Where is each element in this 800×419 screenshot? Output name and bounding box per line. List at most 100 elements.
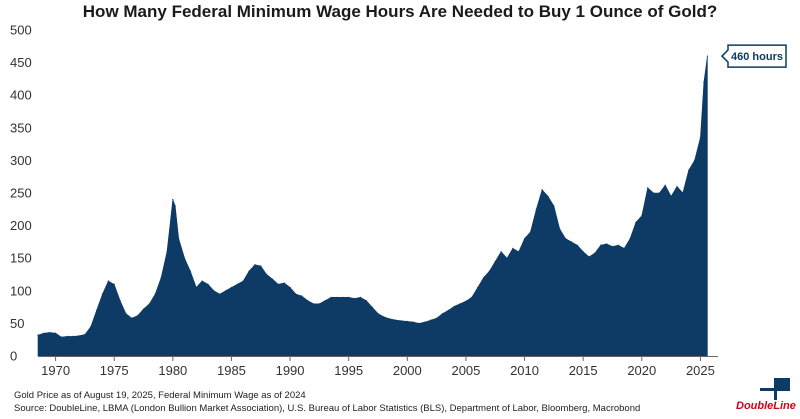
data-point bbox=[588, 256, 590, 258]
data-point bbox=[330, 296, 332, 298]
data-point bbox=[236, 283, 238, 285]
data-point bbox=[101, 293, 104, 295]
y-axis: 0 50 100 150 200 250 300 350 400 450 500 bbox=[10, 23, 32, 364]
data-point bbox=[66, 335, 68, 337]
x-tick-label: 1990 bbox=[276, 363, 305, 378]
data-point bbox=[524, 238, 526, 240]
data-point bbox=[703, 81, 705, 83]
data-point bbox=[670, 195, 672, 197]
data-point bbox=[529, 231, 532, 233]
data-point bbox=[600, 244, 602, 246]
data-point bbox=[371, 306, 373, 308]
data-point bbox=[547, 195, 549, 197]
data-point bbox=[418, 322, 420, 324]
footnote-source: Source: DoubleLine, LBMA (London Bullion… bbox=[14, 403, 641, 414]
data-point bbox=[553, 205, 555, 207]
data-point bbox=[283, 282, 285, 284]
y-tick-label: 450 bbox=[10, 55, 32, 70]
data-point bbox=[365, 300, 367, 302]
x-tick-label: 1970 bbox=[41, 363, 70, 378]
data-point bbox=[207, 283, 209, 285]
data-point bbox=[559, 228, 561, 230]
data-point bbox=[266, 273, 268, 276]
data-point bbox=[436, 317, 438, 319]
data-point bbox=[348, 296, 350, 298]
y-tick-label: 300 bbox=[10, 153, 32, 168]
data-point bbox=[131, 317, 133, 319]
data-point bbox=[459, 303, 461, 305]
data-point bbox=[582, 251, 584, 253]
plot-area bbox=[37, 55, 709, 357]
data-point bbox=[201, 280, 203, 282]
data-point bbox=[90, 326, 92, 328]
data-point bbox=[312, 303, 315, 305]
data-point bbox=[307, 300, 309, 302]
annotation-callout-box bbox=[720, 44, 787, 68]
data-point bbox=[606, 243, 608, 245]
data-point bbox=[301, 295, 303, 297]
data-point bbox=[318, 303, 320, 305]
data-point bbox=[652, 192, 655, 194]
chart-title: How Many Federal Minimum Wage Hours Are … bbox=[82, 2, 718, 21]
data-point bbox=[137, 315, 139, 317]
y-tick-label: 250 bbox=[10, 186, 32, 201]
data-point bbox=[289, 286, 291, 289]
data-point bbox=[49, 331, 51, 334]
x-tick-label: 2000 bbox=[393, 363, 422, 378]
x-tick-label: 1995 bbox=[334, 363, 363, 378]
data-point bbox=[647, 187, 649, 189]
data-point bbox=[172, 198, 174, 201]
data-point bbox=[565, 238, 567, 240]
data-point bbox=[400, 320, 402, 322]
data-point bbox=[142, 308, 145, 310]
data-point bbox=[148, 303, 150, 305]
data-point bbox=[184, 257, 186, 259]
data-point bbox=[576, 244, 578, 246]
annotation-label: 460 hours bbox=[731, 51, 783, 63]
data-point bbox=[37, 334, 39, 336]
x-tick-label: 2020 bbox=[627, 363, 656, 378]
data-point bbox=[242, 280, 244, 282]
data-point bbox=[160, 277, 162, 279]
data-point bbox=[271, 278, 274, 280]
data-point bbox=[189, 270, 191, 272]
data-point bbox=[324, 300, 326, 302]
data-point bbox=[336, 296, 338, 298]
x-tick-label: 2005 bbox=[451, 363, 480, 378]
data-point bbox=[488, 270, 490, 272]
data-point bbox=[377, 313, 379, 315]
data-point bbox=[629, 238, 631, 240]
y-tick-label: 350 bbox=[10, 120, 32, 135]
data-point bbox=[178, 238, 180, 240]
data-point bbox=[506, 257, 508, 259]
data-point bbox=[254, 264, 256, 266]
data-point bbox=[96, 309, 98, 311]
y-tick-label: 50 bbox=[10, 316, 24, 331]
data-point bbox=[623, 247, 625, 249]
data-point bbox=[174, 205, 176, 207]
data-point bbox=[107, 280, 109, 282]
data-point bbox=[342, 296, 344, 298]
data-point bbox=[424, 321, 426, 323]
data-point bbox=[682, 192, 684, 194]
data-point bbox=[354, 298, 356, 300]
series-area bbox=[37, 56, 708, 357]
y-tick-label: 0 bbox=[10, 349, 17, 364]
data-point bbox=[154, 293, 156, 295]
y-tick-label: 500 bbox=[10, 23, 32, 38]
data-point bbox=[113, 283, 115, 285]
data-point bbox=[465, 300, 467, 302]
data-point bbox=[512, 247, 514, 249]
data-point bbox=[195, 286, 197, 289]
data-point bbox=[635, 221, 637, 223]
data-point bbox=[225, 290, 227, 292]
data-point bbox=[518, 251, 520, 253]
annotation-group: 460 hours bbox=[720, 44, 787, 68]
logo-mark-icon bbox=[760, 378, 790, 400]
data-point bbox=[55, 332, 57, 334]
x-tick-label: 2015 bbox=[569, 363, 598, 378]
data-point bbox=[676, 185, 678, 188]
data-point bbox=[119, 300, 121, 302]
data-point bbox=[535, 208, 537, 210]
